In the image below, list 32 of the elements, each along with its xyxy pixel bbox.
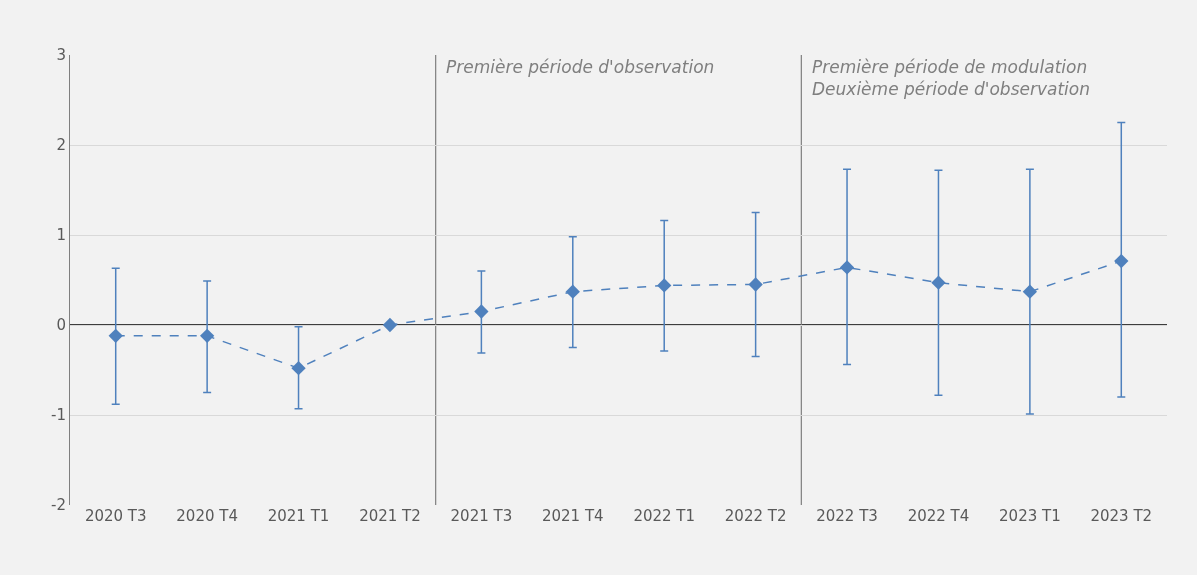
x-tick-label: 2023 T1 (999, 507, 1061, 525)
y-tick-label: 2 (56, 136, 66, 155)
point (565, 284, 580, 299)
x-tick-label: 2021 T2 (359, 507, 421, 525)
y-tick-label: -2 (51, 496, 66, 515)
point (382, 317, 398, 333)
point (199, 328, 215, 343)
point (1022, 284, 1038, 299)
x-tick-label: 2021 T3 (450, 507, 513, 525)
point (931, 275, 946, 290)
y-tick-label: 1 (56, 226, 66, 245)
y-tick-label: -1 (51, 406, 66, 425)
annotation: Première période de modulation Deuxième période d'observation (812, 57, 1091, 100)
point (1114, 253, 1129, 269)
x-tick-label: 2022 T3 (816, 507, 878, 525)
point (108, 328, 123, 343)
x-tick-label: 2021 T1 (267, 507, 330, 525)
x-tick-label: 2020 T4 (176, 507, 238, 525)
y-tick-label: 0 (56, 316, 66, 335)
x-tick-label: 2021 T4 (541, 507, 604, 525)
point (291, 361, 306, 376)
x-tick-label: 2022 T2 (724, 507, 787, 525)
y-tick-label: 3 (56, 46, 66, 65)
x-tick-label: 2023 T2 (1090, 507, 1153, 525)
point (657, 278, 672, 293)
x-tick-label: 2022 T4 (907, 507, 970, 525)
x-tick-label: 2020 T3 (84, 507, 147, 525)
point (839, 260, 855, 275)
x-tick-label: 2022 T1 (633, 507, 696, 525)
point (748, 277, 763, 292)
annotation: Première période d'observation (446, 57, 715, 77)
point (474, 304, 489, 319)
